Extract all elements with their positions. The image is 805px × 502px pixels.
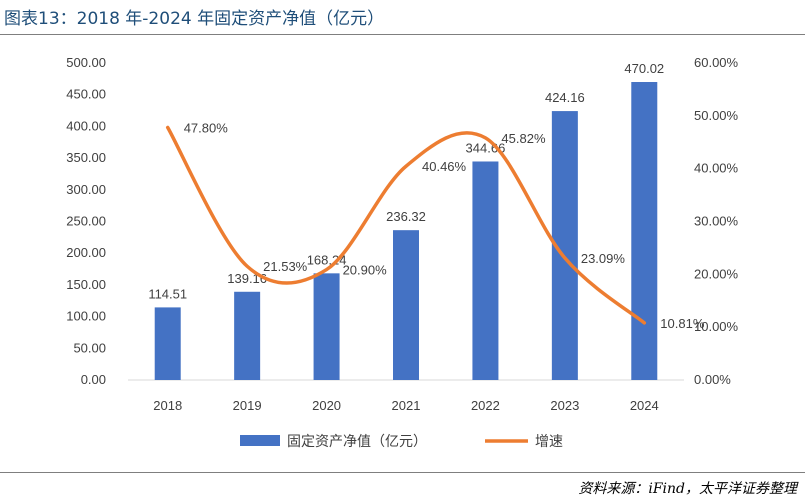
bar [313,273,340,380]
y-right-tick-label: 40.00% [694,161,739,176]
x-tick-label: 2022 [471,398,500,413]
line-data-label: 10.81% [660,316,705,331]
x-tick-label: 2018 [153,398,182,413]
line-data-label: 21.53% [263,259,308,274]
x-tick-label: 2023 [550,398,579,413]
bar-data-label: 470.02 [624,61,664,76]
bar [234,291,261,380]
y-left-tick-label: 400.00 [66,118,106,133]
y-left-tick-label: 200.00 [66,245,106,260]
y-right-tick-label: 0.00% [694,372,731,387]
y-left-tick-label: 50.00 [73,340,106,355]
line-data-label: 23.09% [581,251,626,266]
bar-data-label: 424.16 [545,90,585,105]
y-left-tick-label: 100.00 [66,309,106,324]
line-data-label: 47.80% [184,120,229,135]
x-tick-label: 2024 [630,398,659,413]
x-tick-label: 2019 [233,398,262,413]
y-right-tick-label: 60.00% [694,55,739,70]
y-left-tick-label: 300.00 [66,182,106,197]
line-data-label: 45.82% [501,131,546,146]
figure-title: 图表13：2018 年-2024 年固定资产净值（亿元） [4,9,385,29]
bottom-rule [0,472,805,473]
y-left-tick-label: 0.00 [81,372,106,387]
line-data-label: 20.90% [343,263,388,278]
bar-data-label: 139.16 [227,271,267,286]
bar [154,307,181,380]
growth-line [165,125,647,325]
legend-bar-swatch [240,435,280,446]
y-left-tick-label: 500.00 [66,55,106,70]
bar [393,230,419,380]
top-rule [0,34,805,35]
y-left-tick-label: 150.00 [66,277,106,292]
y-right-tick-label: 20.00% [694,266,739,281]
bar-data-label: 236.32 [386,209,426,224]
x-tick-label: 2021 [392,398,421,413]
y-right-tick-label: 50.00% [694,108,739,123]
bar [631,82,658,380]
x-tick-label: 2020 [312,398,341,413]
bar-data-label: 114.51 [148,286,187,301]
bar [472,161,499,380]
legend-bar-label: 固定资产净值（亿元） [287,433,427,449]
line-data-label: 40.46% [422,159,467,174]
y-left-tick-label: 250.00 [66,214,106,229]
y-right-tick-label: 30.00% [694,214,739,229]
y-left-tick-label: 350.00 [66,150,106,165]
legend-line-label: 增速 [535,433,563,449]
y-right-tick-label: 10.00% [694,319,739,334]
y-left-tick-label: 450.00 [66,87,106,102]
source-note: 资料来源：iFind，太平洋证券整理 [578,481,797,497]
